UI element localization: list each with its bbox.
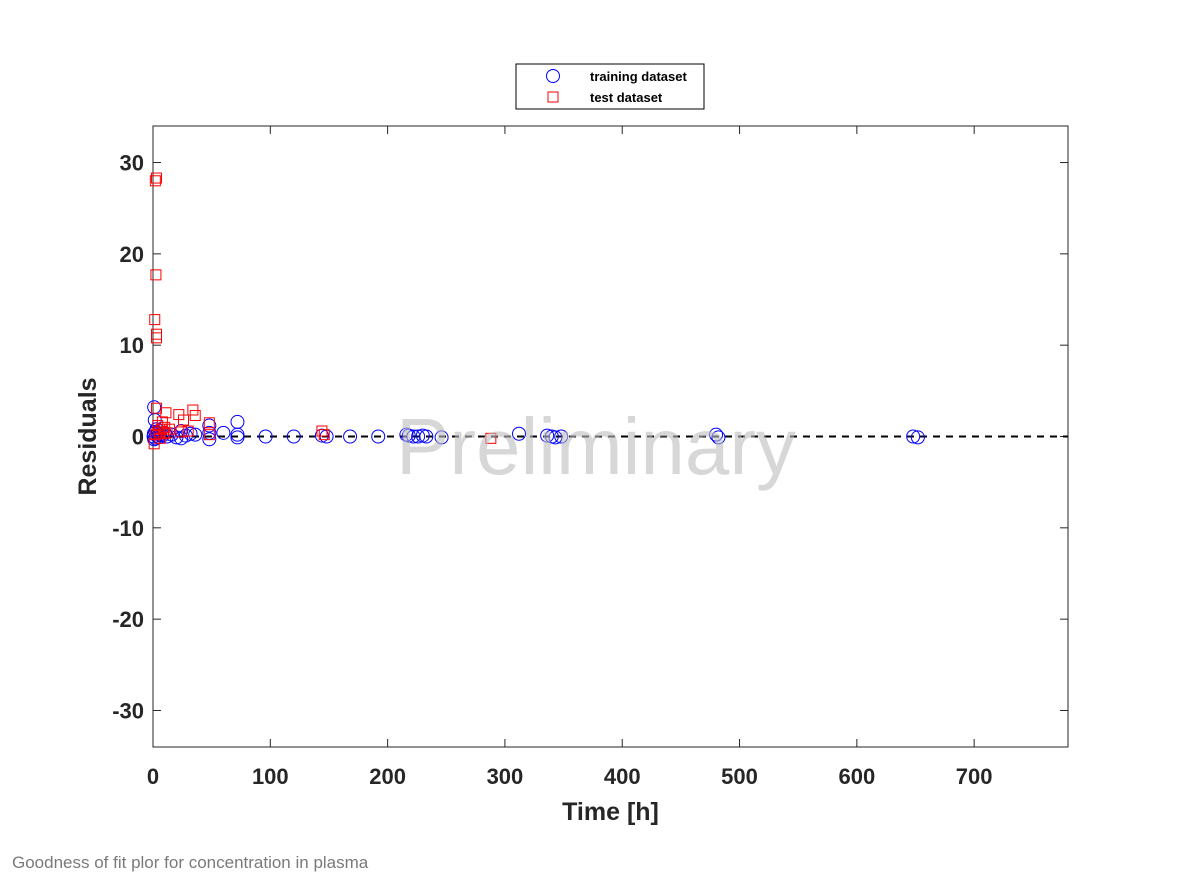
legend-circle-marker (546, 69, 560, 83)
x-tick-label: 100 (252, 764, 289, 789)
legend-entry-test: test dataset (590, 90, 663, 105)
x-tick-label: 300 (487, 764, 524, 789)
test-point (163, 423, 175, 435)
y-tick-label: -20 (112, 607, 144, 632)
axis-ticks: 0 100 200 300 400 500 600 700 -30 -20 -10 0 10 20 30 (112, 126, 1068, 789)
y-tick-label: 20 (120, 242, 144, 267)
test-point (150, 269, 162, 281)
test-point (316, 425, 328, 437)
training-point (512, 426, 526, 441)
test-point (151, 172, 163, 184)
y-axis-label: Residuals (74, 377, 102, 495)
watermark-text: Preliminary (396, 402, 796, 491)
training-point (230, 427, 245, 442)
training-point (709, 427, 724, 442)
x-tick-label: 600 (838, 764, 875, 789)
training-point (188, 427, 203, 442)
x-tick-label: 400 (604, 764, 641, 789)
legend-marker-training (546, 69, 560, 83)
training-point (419, 429, 434, 444)
training-point (711, 430, 726, 445)
test-point (189, 409, 201, 421)
test-point (175, 426, 187, 438)
training-point (411, 429, 426, 444)
test-point (149, 175, 161, 187)
test-point (151, 332, 163, 344)
training-point (230, 430, 245, 445)
legend-entry-training: training dataset (590, 69, 687, 84)
test-point (178, 414, 189, 426)
training-point (202, 418, 217, 433)
test-point (203, 429, 215, 441)
training-point (286, 429, 301, 444)
y-tick-label: 10 (120, 333, 144, 358)
test-point (318, 429, 330, 441)
x-tick-label: 500 (721, 764, 758, 789)
test-point (182, 425, 194, 437)
test-point (485, 432, 497, 444)
training-point (401, 428, 416, 443)
training-point (548, 430, 563, 445)
training-point (258, 429, 273, 444)
test-point (149, 314, 161, 326)
training-point (906, 429, 921, 444)
legend: training dataset test dataset (515, 63, 705, 110)
legend-square-marker (547, 91, 559, 103)
x-axis-label: Time [h] (562, 798, 659, 826)
legend-box (515, 63, 705, 110)
training-point (314, 428, 329, 443)
training-point (554, 429, 569, 444)
y-tick-label: 0 (132, 425, 144, 450)
x-tick-label: 200 (369, 764, 406, 789)
figure-caption: Goodness of fit plor for concentration i… (12, 853, 369, 872)
training-point (216, 425, 231, 440)
y-tick-label: -30 (112, 698, 144, 723)
y-tick-label: -10 (112, 516, 144, 541)
x-tick-label: 700 (956, 764, 993, 789)
test-point (203, 417, 215, 429)
data-points (146, 172, 925, 450)
x-tick-label: 0 (147, 764, 159, 789)
y-tick-label: 30 (120, 151, 144, 176)
training-point (434, 430, 449, 445)
training-point (343, 429, 358, 444)
test-point (160, 407, 172, 419)
training-point (540, 428, 555, 443)
training-point (371, 429, 386, 444)
training-point (910, 430, 925, 445)
training-point (183, 426, 198, 441)
test-point (161, 427, 173, 439)
training-point (202, 432, 217, 447)
legend-marker-test (547, 91, 559, 103)
